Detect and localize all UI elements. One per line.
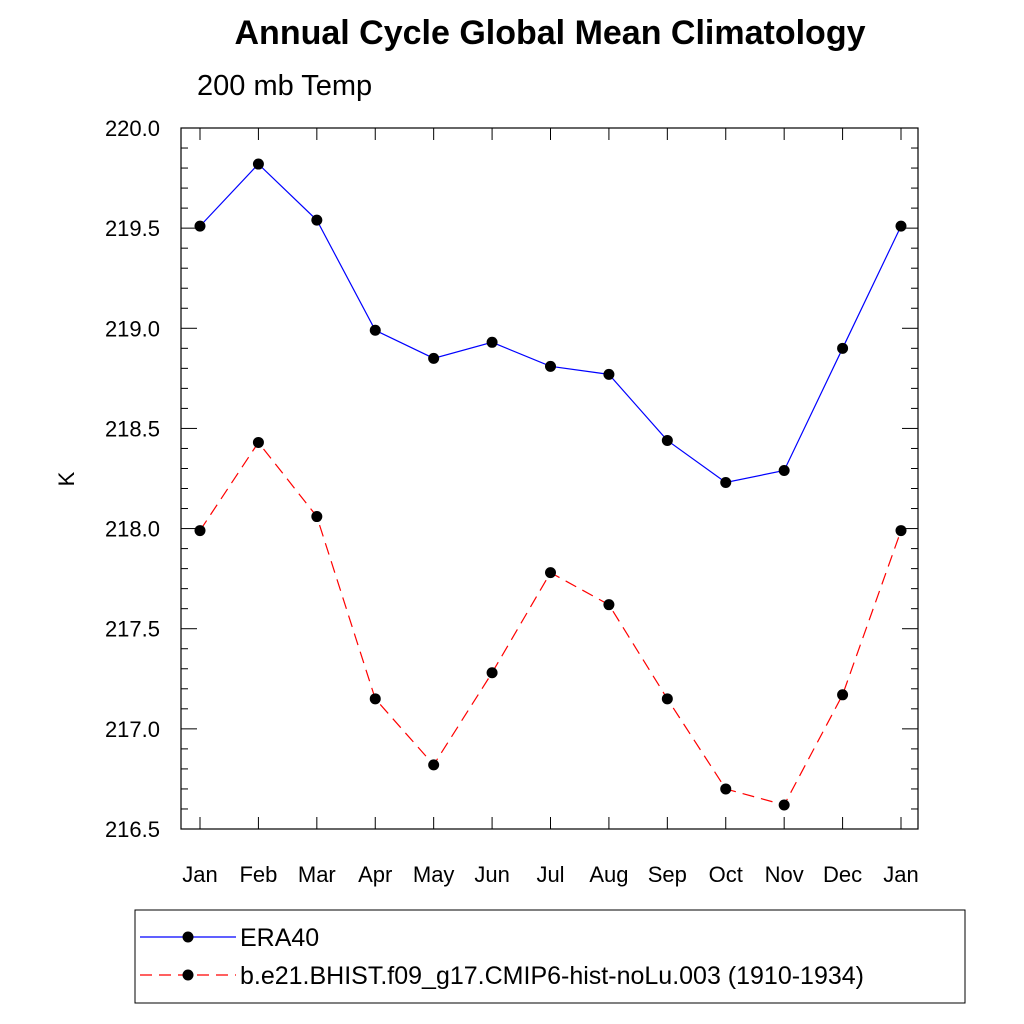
y-tick-label: 216.5 — [105, 817, 160, 842]
series-1-point — [778, 464, 790, 476]
x-tick-label: Oct — [709, 862, 743, 887]
y-axis-label: K — [54, 471, 79, 486]
series-1-point — [545, 360, 556, 372]
x-tick-label: Aug — [589, 862, 628, 887]
y-tick-label: 218.5 — [105, 416, 160, 441]
y-tick-label: 219.5 — [105, 216, 160, 241]
series-1-point — [252, 158, 264, 170]
series-line-1 — [199, 163, 902, 484]
series-2-point — [252, 436, 264, 448]
series-1-point — [194, 220, 206, 232]
series-2-point — [428, 759, 440, 771]
series-2-point — [895, 525, 907, 537]
x-tick-label: Sep — [648, 862, 687, 887]
y-tick-label: 217.0 — [105, 717, 160, 742]
series-2-point — [545, 567, 556, 579]
chart-title: Annual Cycle Global Mean Climatology — [234, 14, 866, 52]
x-tick-label: May — [413, 862, 455, 887]
y-tick-label: 218.0 — [105, 517, 160, 542]
x-tick-label: Jan — [182, 862, 217, 887]
series-2-point — [194, 525, 206, 537]
series-2-point — [486, 667, 498, 679]
series-1-point — [720, 477, 732, 489]
series-1-point — [428, 352, 440, 364]
legend-label-1: ERA40 — [240, 924, 319, 952]
legend-marker-2 — [182, 969, 194, 981]
series-2-point — [778, 799, 790, 811]
x-tick-label: Nov — [765, 862, 804, 887]
series-1-point — [603, 368, 615, 380]
x-tick-label: Feb — [239, 862, 277, 887]
chart-subtitle: 200 mb Temp — [197, 70, 373, 102]
series-1-point — [486, 336, 498, 348]
x-tick-label: Jun — [474, 862, 509, 887]
x-tick-label: Jul — [536, 862, 564, 887]
x-tick-label: Apr — [358, 862, 392, 887]
series-1-point — [837, 342, 849, 354]
y-tick-label: 220.0 — [105, 116, 160, 141]
series-2-point — [661, 693, 673, 705]
series-2-point — [720, 783, 732, 795]
series-1-point — [661, 434, 673, 446]
series-2-point — [311, 511, 323, 523]
legend-box — [134, 909, 966, 1004]
series-2-point — [837, 689, 849, 701]
x-tick-label: Mar — [298, 862, 336, 887]
y-tick-label: 219.0 — [105, 316, 160, 341]
x-tick-label: Jan — [883, 862, 918, 887]
series-1-point — [311, 214, 323, 226]
y-tick-label: 217.5 — [105, 617, 160, 642]
series-line-2 — [199, 441, 902, 806]
x-tick-label: Dec — [823, 862, 862, 887]
series-1-point — [369, 324, 381, 336]
plot-frame — [180, 127, 919, 830]
series-1-point — [895, 220, 907, 232]
series-2-point — [603, 599, 615, 611]
series-2-point — [369, 693, 381, 705]
legend-marker-1 — [182, 931, 194, 943]
legend-label-2: b.e21.BHIST.f09_g17.CMIP6-hist-noLu.003 … — [240, 962, 864, 990]
